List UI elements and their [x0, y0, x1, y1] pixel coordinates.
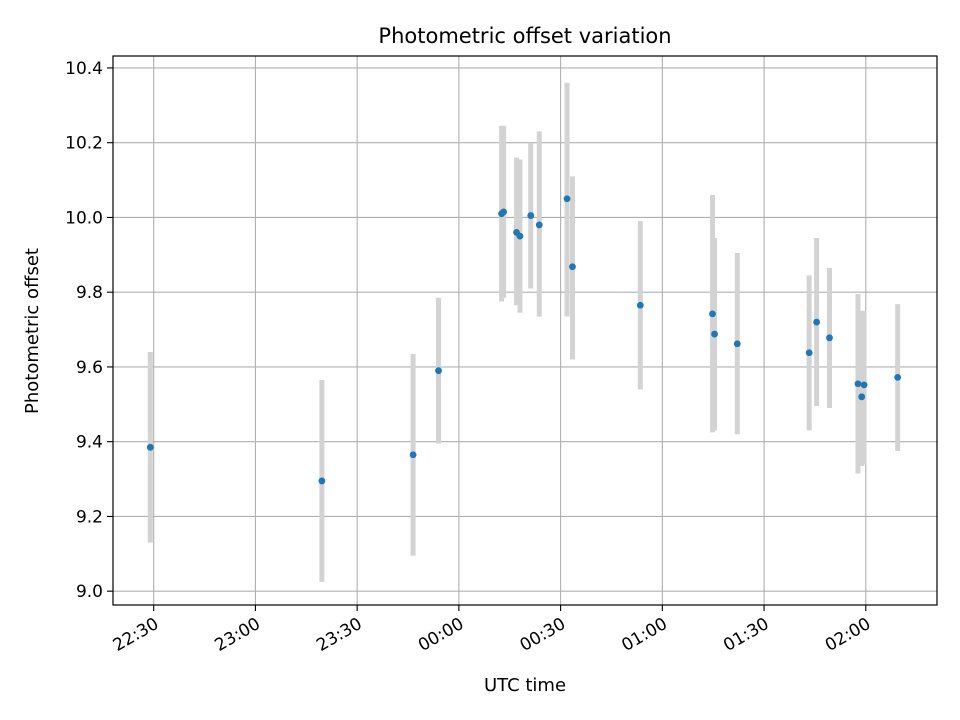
y-axis-label: Photometric offset [22, 248, 43, 414]
data-point [435, 367, 442, 375]
y-tick-label: 10.2 [65, 134, 103, 154]
data-point [535, 221, 543, 229]
data-point [805, 349, 813, 357]
data-point [894, 374, 902, 381]
y-tick-label: 9.6 [76, 358, 103, 378]
data-point [854, 380, 862, 388]
data-point [563, 195, 571, 203]
data-point [709, 310, 716, 318]
y-axis-ticks: 9.0 9.2 9.4 9.6 9.8 10.0 10.2 10.4 [65, 59, 113, 602]
y-tick-label: 9.2 [76, 507, 103, 527]
data-point [146, 443, 154, 451]
data-point [858, 393, 866, 401]
data-point [826, 334, 833, 342]
data-point [409, 451, 417, 459]
data-point [813, 318, 821, 326]
y-tick-label: 9.4 [76, 433, 103, 453]
data-points [146, 195, 902, 485]
x-axis-label: UTC time [484, 675, 566, 696]
y-tick-label: 9.8 [76, 283, 103, 303]
data-point [569, 263, 576, 271]
data-point [711, 330, 718, 338]
y-tick-label: 10.4 [65, 59, 103, 79]
chart-title: Photometric offset variation [378, 24, 671, 48]
data-point [860, 381, 868, 389]
y-tick-label: 10.0 [65, 208, 103, 228]
data-point [500, 208, 508, 216]
grid [113, 56, 937, 605]
data-point [516, 232, 524, 240]
data-point [318, 477, 326, 485]
plot-frame [112, 55, 938, 606]
y-tick-label: 9.0 [76, 582, 103, 602]
data-point [527, 212, 535, 219]
data-point [636, 301, 644, 309]
data-point [733, 340, 741, 348]
